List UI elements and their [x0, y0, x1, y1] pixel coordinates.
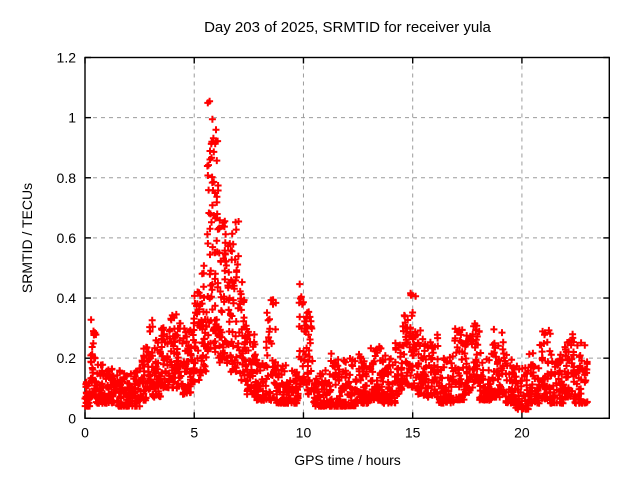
y-tick-label: 0.2 — [57, 350, 77, 366]
y-tick-label: 0.6 — [57, 230, 77, 246]
y-tick-label: 1.2 — [57, 50, 77, 66]
x-tick-label: 15 — [405, 424, 421, 440]
y-tick-label: 0.8 — [57, 170, 77, 186]
x-tick-label: 0 — [81, 424, 89, 440]
x-tick-label: 10 — [296, 424, 312, 440]
x-axis-label: GPS time / hours — [294, 452, 401, 468]
x-tick-label: 20 — [514, 424, 530, 440]
x-tick-label: 5 — [190, 424, 198, 440]
y-tick-label: 0.4 — [57, 290, 77, 306]
chart-title: Day 203 of 2025, SRMTID for receiver yul… — [204, 19, 491, 36]
y-tick-label: 1 — [68, 110, 76, 126]
y-tick-label: 0 — [68, 410, 76, 426]
scatter-points — [81, 97, 591, 413]
